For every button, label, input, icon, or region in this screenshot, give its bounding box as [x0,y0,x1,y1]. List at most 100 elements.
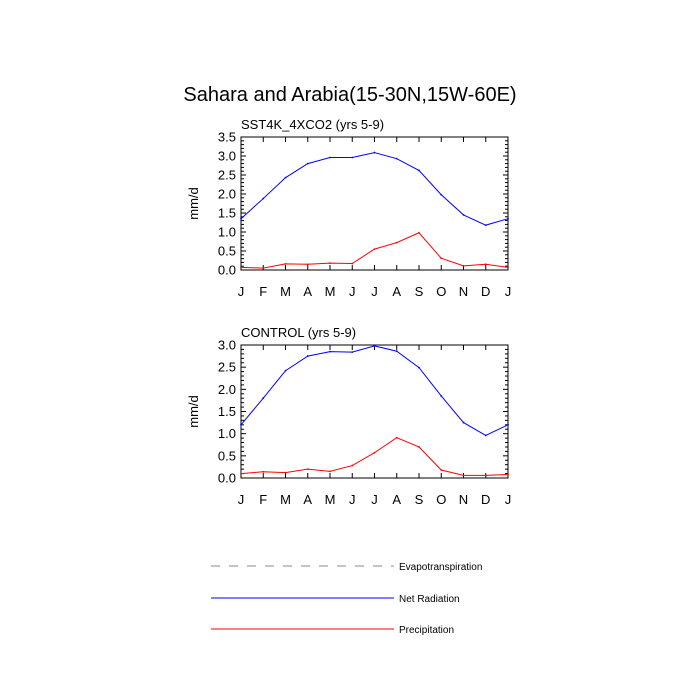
y-tick-label: 0.5 [218,448,236,463]
data-point-net-radiation [240,423,242,426]
x-tick-label: O [436,492,446,507]
data-point-net-radiation [373,151,376,154]
data-point-precipitation [507,266,509,269]
y-tick-label: 2.5 [218,168,236,183]
x-tick-label: A [392,284,401,299]
legend-label-net-radiation: Net Radiation [399,594,460,605]
x-tick-label: A [303,492,312,507]
y-tick-label: 2.5 [218,360,236,375]
data-point-precipitation [351,464,354,467]
data-point-net-radiation [306,162,309,165]
series-line-net-radiation [240,345,509,437]
data-point-net-radiation [440,193,443,196]
x-tick-label: J [371,492,378,507]
x-tick-label: O [436,284,446,299]
data-point-precipitation [284,471,287,474]
data-point-precipitation [306,263,309,266]
x-tick-label: M [280,492,291,507]
y-axis-label: mm/d [186,187,201,220]
panel-title: CONTROL (yrs 5-9) [241,325,356,340]
data-point-precipitation [462,264,465,267]
y-tick-label: 1.0 [218,225,236,240]
data-point-net-radiation [329,350,331,353]
data-point-net-radiation [462,214,465,216]
x-tick-label: J [505,284,512,299]
legend: Evapotranspiration Net Radiation Precipita… [211,562,482,636]
data-point-precipitation [395,241,398,244]
x-tick-label: J [371,284,378,299]
data-point-precipitation [240,472,242,475]
y-tick-label: 1.5 [218,404,236,419]
y-axis-label: mm/d [186,395,201,428]
data-point-precipitation [507,473,509,476]
y-tick-label: 3.5 [218,130,236,145]
data-point-precipitation [440,257,443,260]
data-point-net-radiation [351,156,354,159]
data-point-net-radiation [418,366,420,369]
series-line-precipitation [240,232,509,269]
legend-label-precipitation: Precipitation [399,625,454,636]
data-point-net-radiation [240,217,242,220]
data-point-net-radiation [507,423,509,426]
plot-frame [240,136,509,271]
y-tick-label: 0.0 [218,263,236,278]
data-point-precipitation [418,446,420,448]
x-tick-label: F [259,492,267,507]
series-line-net-radiation [240,152,509,226]
x-tick-label: F [259,284,267,299]
data-point-net-radiation [484,434,487,437]
data-point-precipitation [262,470,265,473]
y-tick-label: 0.0 [218,471,236,486]
y-tick-label: 2.0 [218,382,236,397]
data-point-precipitation [395,436,398,439]
data-point-precipitation [329,262,331,265]
x-tick-label: N [459,284,468,299]
y-tick-label: 0.5 [218,244,236,259]
x-tick-label: D [481,284,490,299]
x-tick-label: M [280,284,291,299]
figure-title: Sahara and Arabia(15-30N,15W-60E) [183,84,517,106]
data-point-net-radiation [306,355,309,357]
data-point-net-radiation [373,344,376,347]
data-point-precipitation [351,262,354,265]
data-point-net-radiation [507,217,509,220]
data-point-net-radiation [284,176,287,179]
data-point-precipitation [484,263,487,266]
y-tick-label: 1.0 [218,426,236,441]
y-tick-label: 3.0 [218,149,236,164]
data-point-precipitation [462,474,465,477]
data-point-precipitation [284,263,287,265]
data-point-net-radiation [262,397,265,400]
data-point-net-radiation [462,421,465,424]
y-tick-label: 2.0 [218,187,236,202]
data-point-net-radiation [484,224,487,227]
data-point-precipitation [306,468,309,471]
y-tick-label: 1.5 [218,206,236,221]
data-point-net-radiation [329,156,331,159]
data-point-net-radiation [284,369,287,372]
x-tick-label: S [415,284,424,299]
data-point-net-radiation [395,350,398,353]
data-point-net-radiation [440,395,443,397]
data-point-precipitation [240,266,242,269]
x-tick-label: M [325,284,336,299]
series-line-precipitation [240,437,509,476]
plot-frame [240,344,509,479]
x-tick-label: J [238,492,245,507]
x-tick-label: S [415,492,424,507]
data-point-precipitation [373,248,376,251]
data-point-precipitation [329,470,331,473]
data-point-precipitation [440,469,443,471]
x-tick-label: M [325,492,336,507]
chart-panel-1: SST4K_4XCO2 (yrs 5-9) mm/d 0.0 0.5 1.0 1.5 2.0… [186,117,511,299]
chart-panel-2: CONTROL (yrs 5-9) mm/d 0.0 0.5 1.0 1.5 2.0 2.5 3… [186,325,511,507]
data-point-precipitation [373,451,376,454]
data-point-net-radiation [418,169,420,172]
legend-label-evapotranspiration: Evapotranspiration [399,562,482,573]
x-tick-label: D [481,492,490,507]
x-tick-label: N [459,492,468,507]
x-tick-label: J [349,492,356,507]
data-point-net-radiation [395,157,398,160]
y-tick-label: 3.0 [218,338,236,353]
